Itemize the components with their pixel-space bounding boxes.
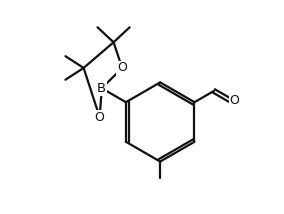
Text: O: O xyxy=(95,111,105,124)
Text: O: O xyxy=(229,94,239,107)
Text: B: B xyxy=(97,82,106,95)
Text: O: O xyxy=(117,61,127,74)
